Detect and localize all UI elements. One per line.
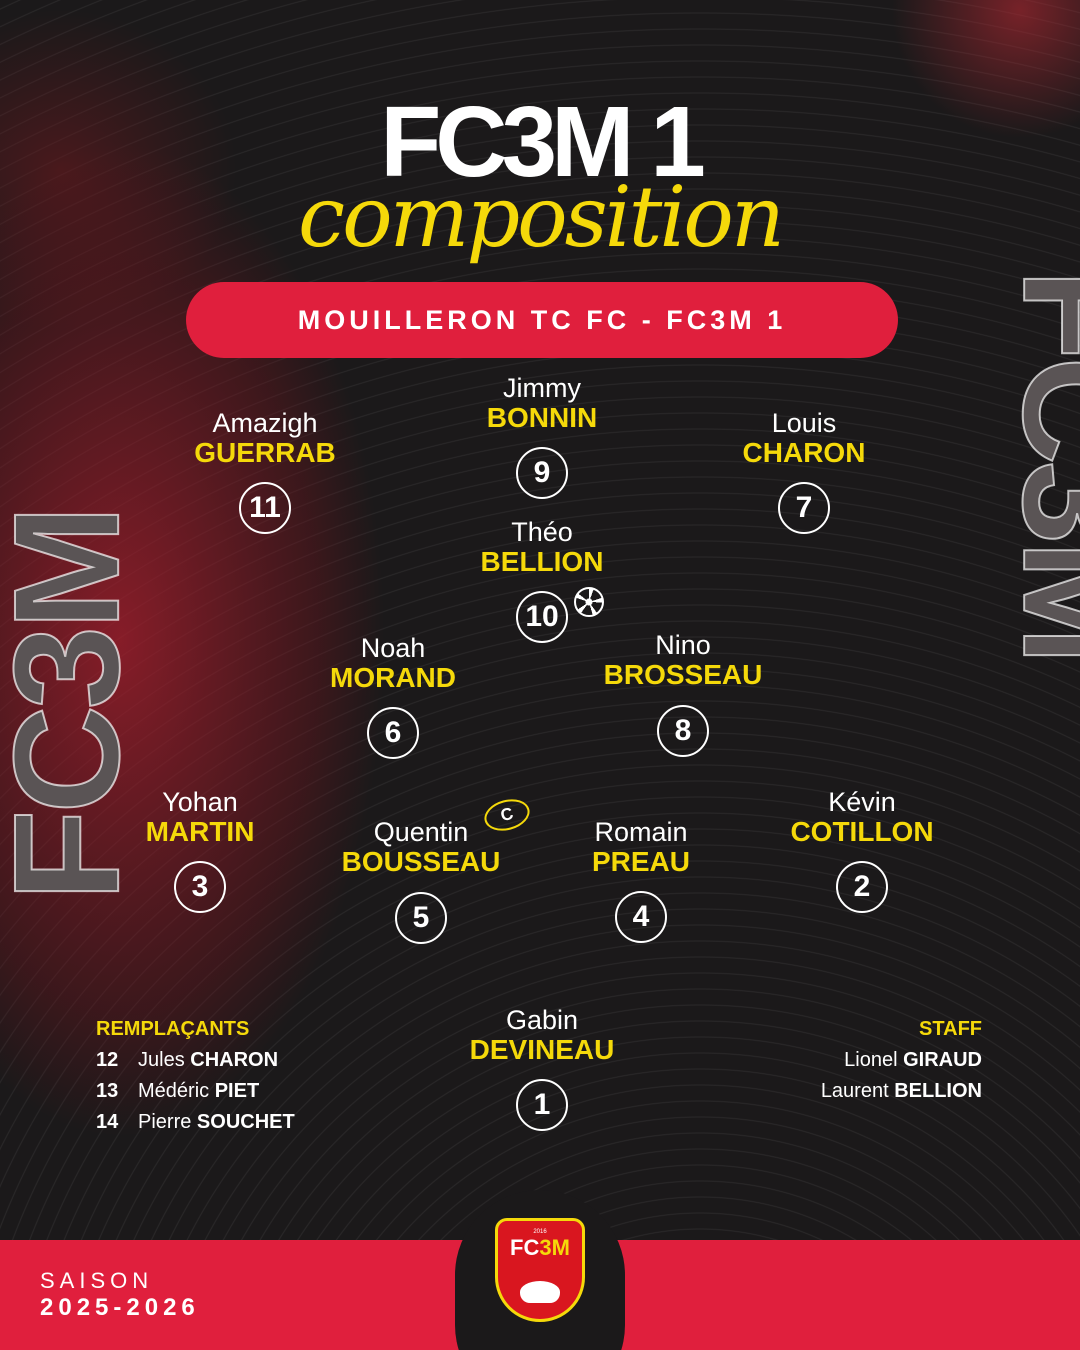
sub-first: Médéric [138, 1080, 210, 1102]
player-number: 6 [367, 707, 419, 759]
player-last-name: BROSSEAU [603, 659, 763, 690]
player-6: Noah MORAND 6 [263, 633, 523, 759]
player-first-name: Gabin [505, 1005, 579, 1035]
season-value: 2025-2026 [40, 1294, 200, 1321]
staff-last: GIRAUD [903, 1049, 982, 1071]
player-first-name: Louis [771, 408, 837, 438]
player-11: Amazigh GUERRAB 11 [135, 408, 395, 534]
substitutes: REMPLAÇANTS 12 Jules CHARON 13 Médéric PIET… [96, 1018, 295, 1138]
player-number: 9 [516, 447, 568, 499]
subs-title: REMPLAÇANTS [96, 1018, 250, 1040]
sub-last: SOUCHET [196, 1111, 295, 1133]
player-first-name: Jimmy [503, 373, 581, 403]
player-2: Kévin COTILLON 2 [732, 787, 992, 913]
sub-item: 13 Médéric PIET [96, 1076, 295, 1107]
staff-title: STAFF [919, 1018, 982, 1040]
player-4: Romain PREAU 4 [511, 817, 771, 943]
sub-number: 12 [96, 1049, 119, 1071]
player-number: 4 [615, 891, 667, 943]
sub-last: PIET [214, 1080, 260, 1102]
player-last-name: MARTIN [145, 816, 255, 847]
player-last-name: BOUSSEAU [341, 846, 501, 877]
player-last-name: PREAU [591, 846, 690, 877]
player-number: 10 [516, 591, 568, 643]
player-number: 5 [395, 892, 447, 944]
staff-item: Laurent BELLION [821, 1076, 982, 1107]
staff-first: Lionel [844, 1049, 898, 1071]
player-9: Jimmy BONNIN 9 [412, 373, 672, 499]
player-first-name: Kévin [828, 787, 896, 817]
player-10: Théo BELLION 10 [412, 517, 672, 643]
staff-item: Lionel GIRAUD [821, 1045, 982, 1076]
sub-first: Jules [138, 1049, 185, 1071]
player-8: Nino BROSSEAU 8 [553, 630, 813, 757]
player-number: 1 [516, 1079, 568, 1131]
player-last-name: DEVINEAU [469, 1034, 615, 1065]
staff: STAFF Lionel GIRAUD Laurent BELLION [821, 1018, 982, 1107]
watermark-right: FC3M [991, 268, 1080, 662]
staff-first: Laurent [820, 1080, 889, 1102]
player-last-name: BONNIN [486, 402, 598, 433]
sub-first: Pierre [138, 1111, 192, 1133]
player-first-name: Noah [360, 633, 426, 663]
page-title: FC3M 1 [380, 86, 706, 198]
ball-icon [574, 587, 604, 617]
season: SAISON 2025-2026 [40, 1268, 200, 1322]
player-number: 11 [239, 482, 291, 534]
sub-number: 13 [96, 1080, 119, 1102]
player-last-name: BELLION [480, 546, 604, 577]
player-first-name: Yohan [162, 787, 238, 817]
player-1: Gabin DEVINEAU 1 [412, 1005, 672, 1131]
sub-number: 14 [96, 1111, 119, 1133]
player-7: Louis CHARON 7 [674, 408, 934, 534]
player-first-name: Romain [594, 817, 688, 847]
player-number: 3 [174, 861, 226, 913]
player-first-name: Théo [511, 517, 573, 547]
player-last-name: MORAND [330, 662, 456, 693]
page-subtitle: composition [298, 168, 785, 266]
player-3: Yohan MARTIN 3 [70, 787, 330, 913]
staff-last: BELLION [894, 1080, 982, 1102]
season-label: SAISON [40, 1268, 154, 1293]
sub-item: 14 Pierre SOUCHET [96, 1107, 295, 1138]
player-number: 2 [836, 861, 888, 913]
player-first-name: Amazigh [212, 408, 318, 438]
player-number: 7 [778, 482, 830, 534]
match-banner: MOUILLERON TC FC - FC3M 1 [186, 282, 898, 358]
sub-last: CHARON [190, 1049, 279, 1071]
club-logo: 2016 FC3M [495, 1218, 585, 1322]
player-first-name: Quentin [373, 817, 469, 847]
sub-item: 12 Jules CHARON [96, 1045, 295, 1076]
player-last-name: CHARON [742, 437, 866, 468]
player-first-name: Nino [655, 630, 711, 660]
player-5: Quentin BOUSSEAU 5 [291, 817, 551, 944]
player-number: 8 [657, 705, 709, 757]
player-last-name: GUERRAB [194, 437, 336, 468]
player-last-name: COTILLON [790, 816, 934, 847]
